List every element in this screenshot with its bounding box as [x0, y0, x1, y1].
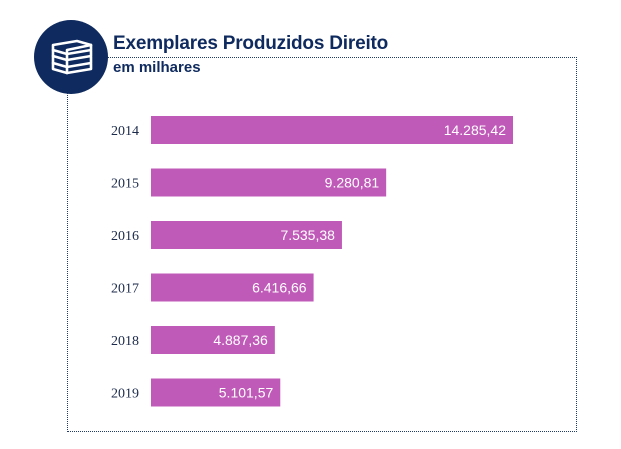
- value-label-2016: 7.535,38: [280, 227, 335, 243]
- chart-title: Exemplares Produzidos Direito: [113, 33, 389, 54]
- value-label-2014: 14.285,42: [444, 122, 506, 138]
- category-label-2017: 2017: [111, 282, 139, 297]
- category-label-2015: 2015: [111, 177, 139, 192]
- value-label-2019: 5.101,57: [219, 385, 274, 401]
- bar-2017: [151, 273, 314, 302]
- value-label-2017: 6.416,66: [252, 280, 307, 296]
- chart-subtitle: em milhares: [113, 59, 201, 76]
- bar-2015: [151, 168, 387, 197]
- bar-2018: [151, 326, 275, 354]
- bar-2016: [151, 221, 342, 249]
- chart-frame: [67, 57, 577, 432]
- value-label-2018: 4.887,36: [213, 332, 268, 348]
- category-label-2018: 2018: [111, 334, 139, 349]
- bar-2019: [151, 378, 281, 407]
- category-label-2014: 2014: [111, 124, 139, 139]
- category-label-2019: 2019: [111, 387, 139, 402]
- bar-2014: [151, 116, 513, 144]
- category-label-2016: 2016: [111, 229, 139, 244]
- books-icon: [51, 39, 93, 75]
- title-badge: [34, 20, 108, 94]
- value-label-2015: 9.280,81: [325, 175, 380, 191]
